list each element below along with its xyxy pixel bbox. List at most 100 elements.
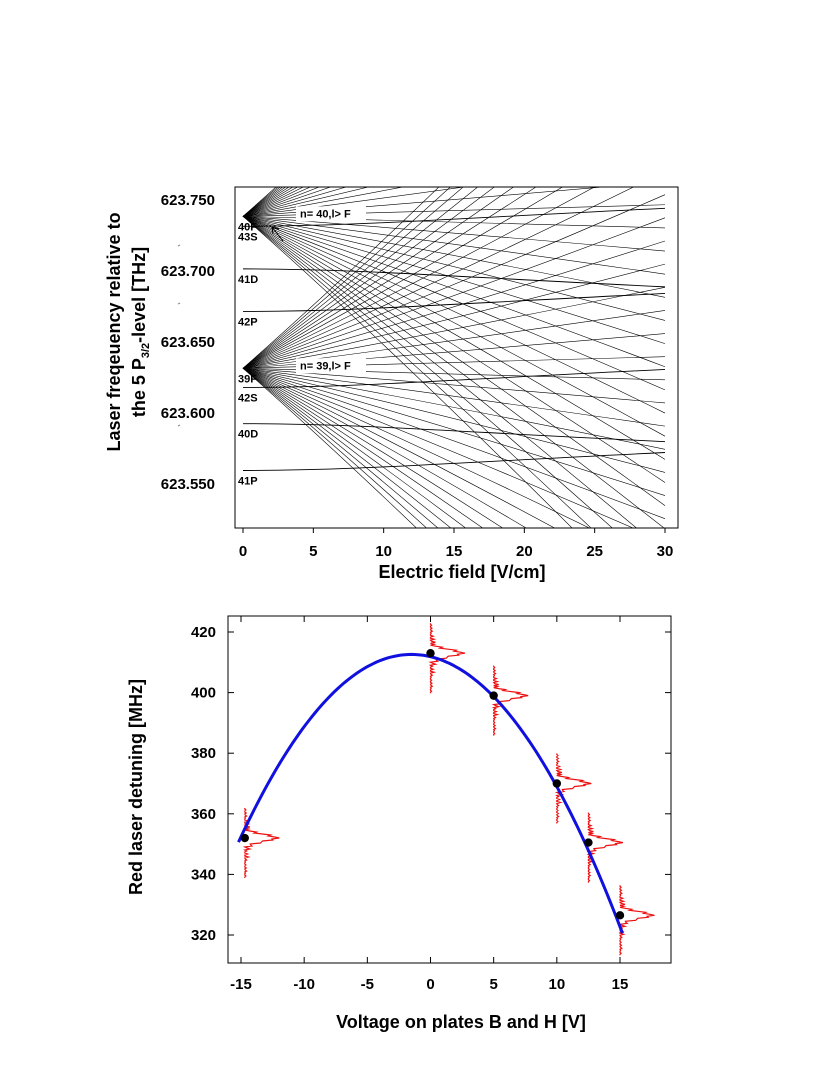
stark-line — [242, 204, 666, 217]
stark-line — [242, 216, 613, 528]
stark-line — [242, 367, 590, 528]
data-point — [615, 911, 625, 920]
x-tick-label: 10 — [375, 543, 392, 560]
x-tick-label: 20 — [516, 543, 533, 560]
y-tick-label: 320 — [191, 927, 216, 944]
stark-line — [242, 368, 527, 528]
stark-line — [242, 187, 451, 369]
stark-line — [242, 263, 666, 369]
stark-line — [242, 187, 281, 217]
stark-line — [242, 187, 405, 217]
bottom-spectra — [242, 623, 655, 956]
top-y-axis-label-line1: Laser freqeuency relative to — [104, 212, 124, 451]
top-x-ticks: 0 5 10 15 20 25 30 — [239, 528, 674, 560]
x-tick-label: 0 — [239, 543, 247, 560]
bottom-x-axis-label: Voltage on plates B and H [V] — [336, 1012, 586, 1032]
stark-line — [242, 216, 666, 229]
stark-line — [242, 187, 287, 217]
y-tick-label: 340 — [191, 866, 216, 883]
stark-line — [242, 187, 495, 369]
data-point — [240, 833, 249, 843]
stark-line — [242, 368, 452, 528]
x-tick-label: 25 — [586, 543, 603, 560]
stark-line — [242, 216, 666, 506]
top-y-ticks: 623.750 623.700 623.650 623.600 623.550 — [161, 192, 215, 493]
stark-line — [242, 216, 666, 483]
data-point — [426, 649, 435, 658]
stark-line — [242, 216, 666, 437]
x-tick-label: -10 — [293, 976, 315, 993]
stark-line — [242, 187, 515, 369]
level-label: 40F — [238, 221, 257, 233]
spectrum-trace — [554, 753, 592, 824]
bottom-y-ticks: 420 400 380 360 340 320 — [191, 624, 671, 944]
stark-line — [242, 216, 666, 344]
stark-line — [242, 368, 467, 528]
x-tick-label: 30 — [657, 543, 674, 560]
stark-line — [242, 216, 666, 414]
y-tick-label: 623.750 — [161, 192, 215, 209]
stark-line — [242, 216, 665, 528]
stark-line — [242, 187, 294, 217]
spectrum-trace — [428, 623, 466, 694]
stark-line — [242, 310, 666, 369]
stark-line — [242, 367, 666, 473]
stark-line — [242, 286, 666, 369]
level-line — [242, 423, 666, 443]
stark-line — [242, 187, 596, 369]
stark-line — [242, 216, 666, 321]
stark-line — [242, 187, 607, 217]
stark-line — [242, 187, 479, 369]
stark-line — [242, 187, 290, 217]
stark-line — [242, 194, 666, 369]
stark-line — [242, 216, 666, 252]
stark-line — [242, 187, 348, 217]
stark-line — [242, 217, 666, 369]
stark-line — [242, 187, 299, 217]
stark-line — [242, 187, 332, 217]
x-tick-label: 5 — [489, 976, 497, 993]
stark-line — [242, 240, 666, 369]
stark-line — [242, 187, 635, 369]
manifold-label: n= 39,l> F — [300, 360, 351, 372]
top-plot-frame — [234, 186, 679, 529]
stark-line — [242, 333, 666, 369]
stark-line — [242, 187, 284, 217]
level-line — [242, 368, 666, 388]
stark-line — [242, 216, 666, 368]
stark-line — [242, 216, 666, 391]
stark-line — [242, 187, 537, 369]
y-tick-label: 400 — [191, 685, 216, 702]
level-label: 41P — [238, 476, 258, 488]
data-point — [584, 838, 593, 847]
stark-line — [242, 216, 573, 528]
stark-line — [242, 367, 666, 519]
level-line — [242, 268, 666, 288]
level-line — [242, 207, 666, 227]
stark-line — [242, 187, 277, 217]
stark-line — [242, 187, 564, 369]
stark-line — [242, 367, 666, 404]
bottom-plot-frame — [227, 615, 672, 964]
x-tick-label: 10 — [548, 976, 565, 993]
data-point — [489, 691, 498, 700]
stark-line — [242, 187, 370, 217]
stark-line — [242, 216, 666, 460]
stark-line — [242, 368, 484, 528]
stark-line — [242, 187, 304, 217]
stark-line — [242, 367, 666, 427]
y-tick-label: 623.700 — [161, 263, 215, 280]
bottom-x-ticks: -15 -10 -5 0 5 10 15 — [230, 616, 628, 993]
stark-line — [242, 367, 666, 381]
stark-line — [242, 187, 311, 217]
stark-line — [242, 187, 466, 217]
top-y-axis-label-line2: the 5 P3/2-level [THz] — [129, 247, 152, 417]
x-tick-label: 15 — [446, 543, 463, 560]
y-tick-label: 380 — [191, 745, 216, 762]
data-point — [552, 779, 562, 788]
scan-mark — [177, 244, 181, 427]
stark-line — [242, 368, 504, 528]
